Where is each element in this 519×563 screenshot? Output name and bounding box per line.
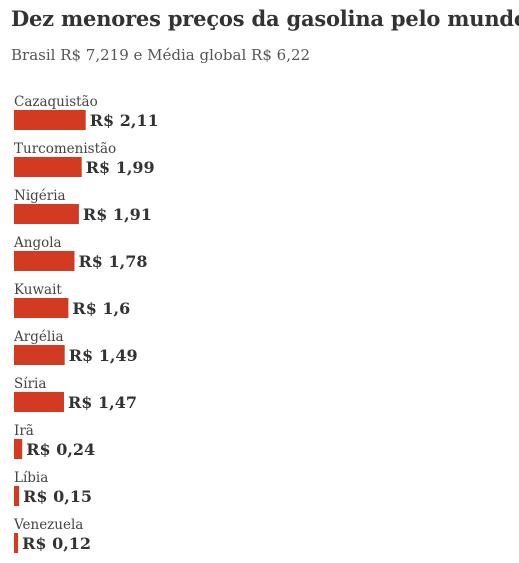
bar [14,392,64,412]
value-label: R$ 1,49 [69,346,138,365]
bar [14,298,69,318]
bar-group-6: Síria R$ 1,47 [14,376,137,412]
bar-group-4: Kuwait R$ 1,6 [14,282,130,318]
bar-group-5: Argélia R$ 1,49 [13,329,138,365]
category-label: Angola [13,235,62,251]
bar [14,157,82,177]
bar-group-3: Angola R$ 1,78 [13,235,147,271]
value-label: R$ 2,11 [90,111,159,130]
value-label: R$ 1,47 [68,393,137,412]
category-label: Síria [14,376,46,392]
bar [14,251,75,271]
value-label: R$ 1,6 [72,299,130,318]
category-label: Irã [14,423,34,439]
category-label: Líbia [14,470,48,486]
bar [14,533,19,553]
category-label: Nigéria [14,188,66,204]
value-label: R$ 0,12 [22,534,91,553]
category-label: Cazaquistão [14,94,98,110]
value-label: R$ 0,15 [23,487,92,506]
bar [14,345,65,365]
category-label: Venezuela [13,517,83,533]
value-label: R$ 0,24 [26,440,95,459]
category-label: Kuwait [14,282,62,298]
value-label: R$ 1,99 [86,158,155,177]
bar-group-2: Nigéria R$ 1,91 [14,188,152,224]
chart-subtitle: Brasil R$ 7,219 e Média global R$ 6,22 [11,46,311,64]
value-label: R$ 1,91 [83,205,152,224]
category-label: Argélia [13,329,64,345]
value-label: R$ 1,78 [79,252,148,271]
bar [14,486,20,506]
chart-title: Dez menores preços da gasolina pelo mund… [11,6,519,31]
category-label: Turcomenistão [14,141,116,157]
bar [14,110,86,130]
bar [14,439,23,459]
bar [14,204,79,224]
